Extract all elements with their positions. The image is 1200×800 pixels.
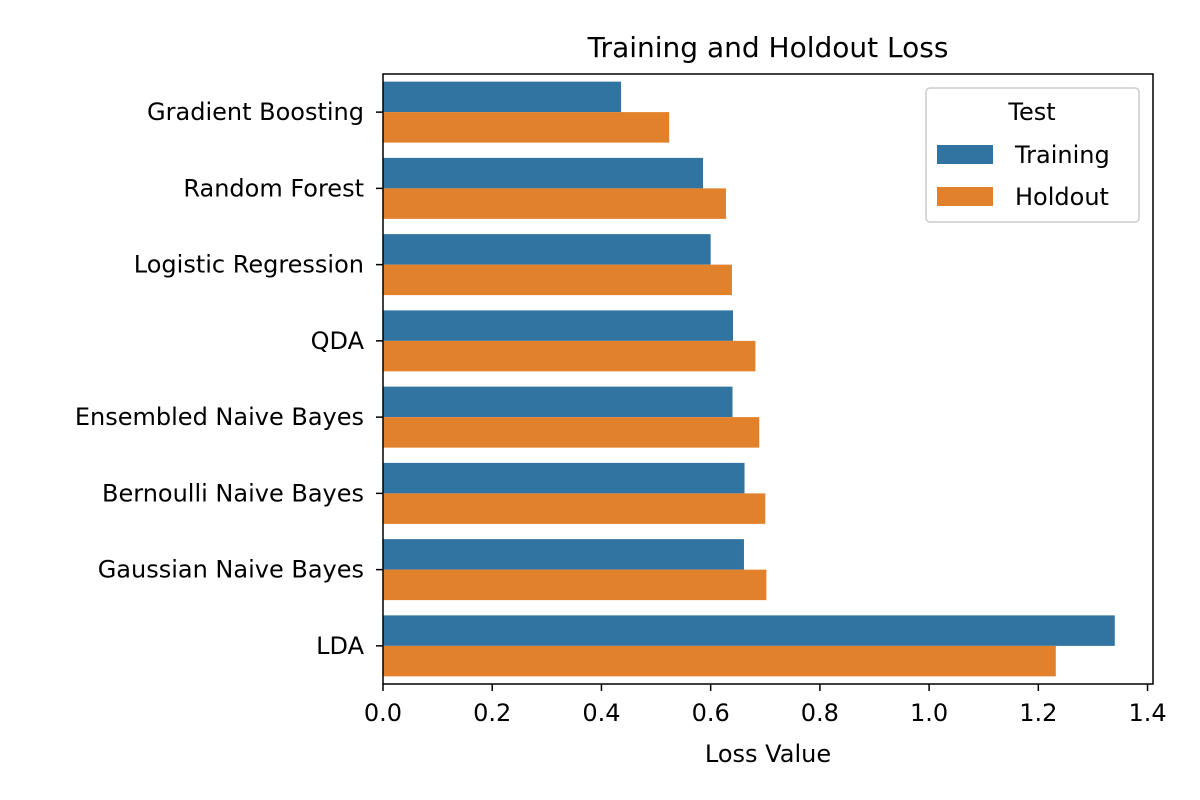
bar-training-2 (383, 234, 711, 265)
x-tick-label: 0.0 (364, 699, 402, 727)
bar-training-3 (383, 310, 734, 341)
legend-swatch-holdout (937, 187, 993, 206)
y-tick-label: Bernoulli Naive Bayes (102, 479, 364, 507)
x-tick-label: 0.6 (692, 699, 730, 727)
y-tick-label: Ensembled Naive Bayes (75, 403, 364, 431)
bar-training-7 (383, 615, 1115, 646)
legend-swatch-training (937, 145, 993, 164)
x-tick-label: 1.0 (910, 699, 948, 727)
y-tick-label: Random Forest (183, 174, 364, 202)
bar-holdout-4 (383, 417, 760, 448)
bar-training-5 (383, 462, 745, 494)
legend-title: Test (1007, 98, 1055, 126)
chart-title: Training and Holdout Loss (587, 31, 949, 64)
x-axis: 0.0 0.2 0.4 0.6 0.8 1.0 1.2 1.4 (364, 684, 1167, 727)
y-axis: Gradient Boosting Random Forest Logistic R… (75, 98, 383, 660)
y-tick-label: LDA (316, 632, 364, 660)
x-tick-label: 1.2 (1019, 699, 1057, 727)
plot-frame (382, 73, 1154, 685)
bar-holdout-1 (383, 188, 726, 219)
bar-holdout-2 (383, 264, 732, 296)
x-tick-label: 0.4 (582, 699, 620, 727)
y-tick-label: Gaussian Naive Bayes (98, 556, 364, 584)
x-tick-label: 1.4 (1128, 699, 1166, 727)
x-tick-label: 0.8 (801, 699, 839, 727)
bar-training-1 (383, 157, 704, 189)
legend-label-holdout: Holdout (1015, 183, 1109, 211)
y-tick-label: QDA (311, 327, 365, 355)
bar-holdout-7 (383, 645, 1056, 677)
x-axis-label: Loss Value (705, 740, 831, 768)
bar-holdout-6 (383, 569, 767, 601)
bar-training-4 (383, 386, 733, 418)
x-tick-label: 0.2 (473, 699, 511, 727)
bar-holdout-0 (383, 112, 670, 143)
y-tick-label: Logistic Regression (134, 251, 364, 279)
bar-training-0 (383, 81, 622, 113)
bars-group (383, 81, 1115, 677)
bar-holdout-5 (383, 493, 766, 524)
bar-holdout-3 (383, 340, 756, 372)
legend: Test Training Holdout (925, 87, 1140, 223)
bar-training-6 (383, 539, 744, 570)
y-tick-label: Gradient Boosting (147, 98, 364, 126)
legend-label-training: Training (1014, 141, 1110, 169)
